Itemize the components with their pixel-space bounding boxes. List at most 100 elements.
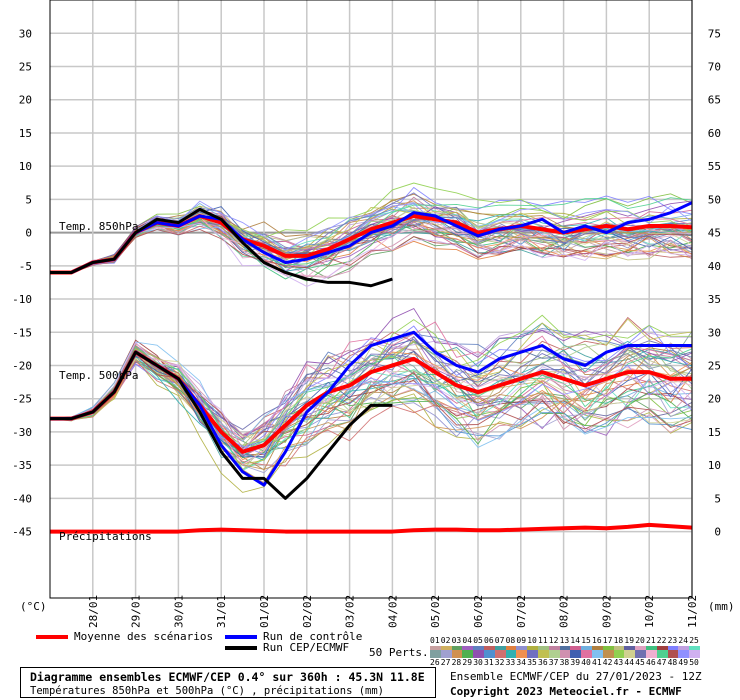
pert-number: 26 bbox=[430, 658, 440, 667]
perturbation-legend: 01 02 03 04 05 06 07 08 09 10 11 12 13 14 15 16 17 18 19 20… bbox=[430, 636, 702, 667]
pert-number: 12 bbox=[548, 636, 559, 645]
pert-number: 20 bbox=[635, 636, 645, 645]
x-tick: 10/02 bbox=[643, 595, 656, 628]
pert-number: 06 bbox=[484, 636, 494, 645]
y-tick-left: -40 bbox=[12, 492, 32, 505]
pert-number: 16 bbox=[592, 636, 602, 645]
pert-number: 42 bbox=[602, 658, 613, 667]
pert-number: 01 bbox=[430, 636, 440, 645]
y-tick-left: 0 bbox=[25, 227, 32, 240]
x-tick: 07/02 bbox=[515, 595, 528, 628]
pert-swatch bbox=[451, 650, 463, 658]
ensemble-member-line bbox=[49, 200, 693, 274]
legend-ecmwf-swatch bbox=[225, 645, 257, 650]
ensemble-member-line bbox=[49, 345, 693, 452]
pert-number: 21 bbox=[646, 636, 656, 645]
pert-number: 27 bbox=[440, 658, 451, 667]
x-tick: 06/02 bbox=[472, 595, 485, 628]
legend-ecmwf: Run CEP/ECMWF bbox=[225, 641, 349, 654]
pert-swatch bbox=[559, 650, 571, 658]
copyright: Copyright 2023 Meteociel.fr - ECMWF bbox=[450, 685, 682, 698]
y-tick-left: -20 bbox=[12, 359, 32, 372]
y-tick-left: 15 bbox=[19, 127, 32, 140]
pert-swatch bbox=[592, 650, 603, 658]
pert-number: 02 bbox=[440, 636, 451, 645]
x-tick: 08/02 bbox=[558, 595, 571, 628]
pert-swatch bbox=[602, 650, 614, 658]
y-tick-right: 70 bbox=[708, 61, 721, 74]
chart-grid bbox=[50, 0, 693, 598]
y-tick-left: -10 bbox=[12, 293, 32, 306]
pert-swatch bbox=[527, 650, 539, 658]
chart-info-box: Diagramme ensembles ECMWF/CEP 0.4° sur 3… bbox=[20, 667, 436, 698]
ensemble-member-line bbox=[49, 360, 693, 467]
pert-number: 28 bbox=[451, 658, 462, 667]
y-axis-unit-right: (mm) bbox=[708, 600, 735, 613]
y-axis-unit-left: (°C) bbox=[20, 600, 47, 613]
pert-number: 07 bbox=[494, 636, 505, 645]
chart-title: Diagramme ensembles ECMWF/CEP 0.4° sur 3… bbox=[30, 670, 425, 684]
pert-number: 36 bbox=[538, 658, 548, 667]
pert-number: 33 bbox=[505, 658, 516, 667]
x-tick: 09/02 bbox=[600, 595, 613, 628]
plot-frame bbox=[49, 0, 693, 599]
pert-swatch bbox=[462, 650, 474, 658]
pert-number: 45 bbox=[635, 658, 645, 667]
pert-swatch bbox=[581, 650, 593, 658]
pert-number: 49 bbox=[678, 658, 689, 667]
y-tick-right: 35 bbox=[708, 293, 721, 306]
y-tick-left: -15 bbox=[12, 326, 32, 339]
y-tick-left: -25 bbox=[12, 393, 32, 406]
y-tick-right: 10 bbox=[708, 459, 721, 472]
y-tick-left: -45 bbox=[12, 526, 32, 539]
legend-control-label: Run de contrôle bbox=[263, 630, 363, 643]
chart-subtitle: Températures 850hPa et 500hPa (°C) , pré… bbox=[30, 685, 385, 697]
y-tick-right: 30 bbox=[708, 326, 721, 339]
y-tick-left: -35 bbox=[12, 459, 32, 472]
y-tick-right: 0 bbox=[714, 526, 721, 539]
series-t500-000000 bbox=[50, 350, 393, 500]
pert-number: 22 bbox=[656, 636, 667, 645]
pert-swatch bbox=[548, 650, 560, 658]
pert-number: 18 bbox=[613, 636, 624, 645]
legend-control-swatch bbox=[225, 634, 257, 639]
pert-number: 17 bbox=[602, 636, 613, 645]
ensemble-member-line bbox=[49, 353, 693, 466]
ensemble-member-line bbox=[49, 352, 693, 450]
ensemble-member-line bbox=[49, 321, 693, 439]
y-tick-left: -5 bbox=[19, 260, 32, 273]
x-tick: 01/02 bbox=[258, 595, 271, 628]
pert-number: 03 bbox=[451, 636, 462, 645]
y-tick-right: 55 bbox=[708, 160, 721, 173]
pert-swatch bbox=[440, 650, 452, 658]
pert-swatch bbox=[667, 650, 679, 658]
pert-number: 24 bbox=[678, 636, 689, 645]
x-tick: 05/02 bbox=[429, 595, 442, 628]
main-series bbox=[50, 201, 693, 534]
ensemble-member-line bbox=[49, 340, 693, 461]
ensemble-member-line bbox=[49, 353, 693, 459]
series-t850-0000ff bbox=[50, 201, 693, 274]
y-tick-left: 30 bbox=[19, 27, 32, 40]
pert-number: 44 bbox=[624, 658, 635, 667]
pert-number: 48 bbox=[667, 658, 678, 667]
y-tick-left: 10 bbox=[19, 160, 32, 173]
run-info: Ensemble ECMWF/CEP du 27/01/2023 - 12Z bbox=[450, 670, 702, 683]
pert-number: 15 bbox=[581, 636, 591, 645]
x-tick: 04/02 bbox=[386, 595, 399, 628]
pert-swatch bbox=[656, 650, 668, 658]
pert-number: 35 bbox=[527, 658, 537, 667]
pert-number: 25 bbox=[689, 636, 699, 645]
pert-number: 50 bbox=[689, 658, 699, 667]
panel-label-t850: Temp. 850hPa bbox=[59, 220, 138, 233]
perts-label: 50 Perts. bbox=[369, 646, 429, 659]
y-tick-right: 60 bbox=[708, 127, 721, 140]
ensemble-member-line bbox=[49, 342, 693, 471]
pert-swatch bbox=[613, 650, 625, 658]
pert-number: 39 bbox=[570, 658, 581, 667]
ensemble-member-line bbox=[49, 324, 693, 452]
pert-number: 37 bbox=[548, 658, 559, 667]
pert-swatch bbox=[538, 650, 549, 658]
legend-ecmwf-label: Run CEP/ECMWF bbox=[263, 641, 350, 654]
